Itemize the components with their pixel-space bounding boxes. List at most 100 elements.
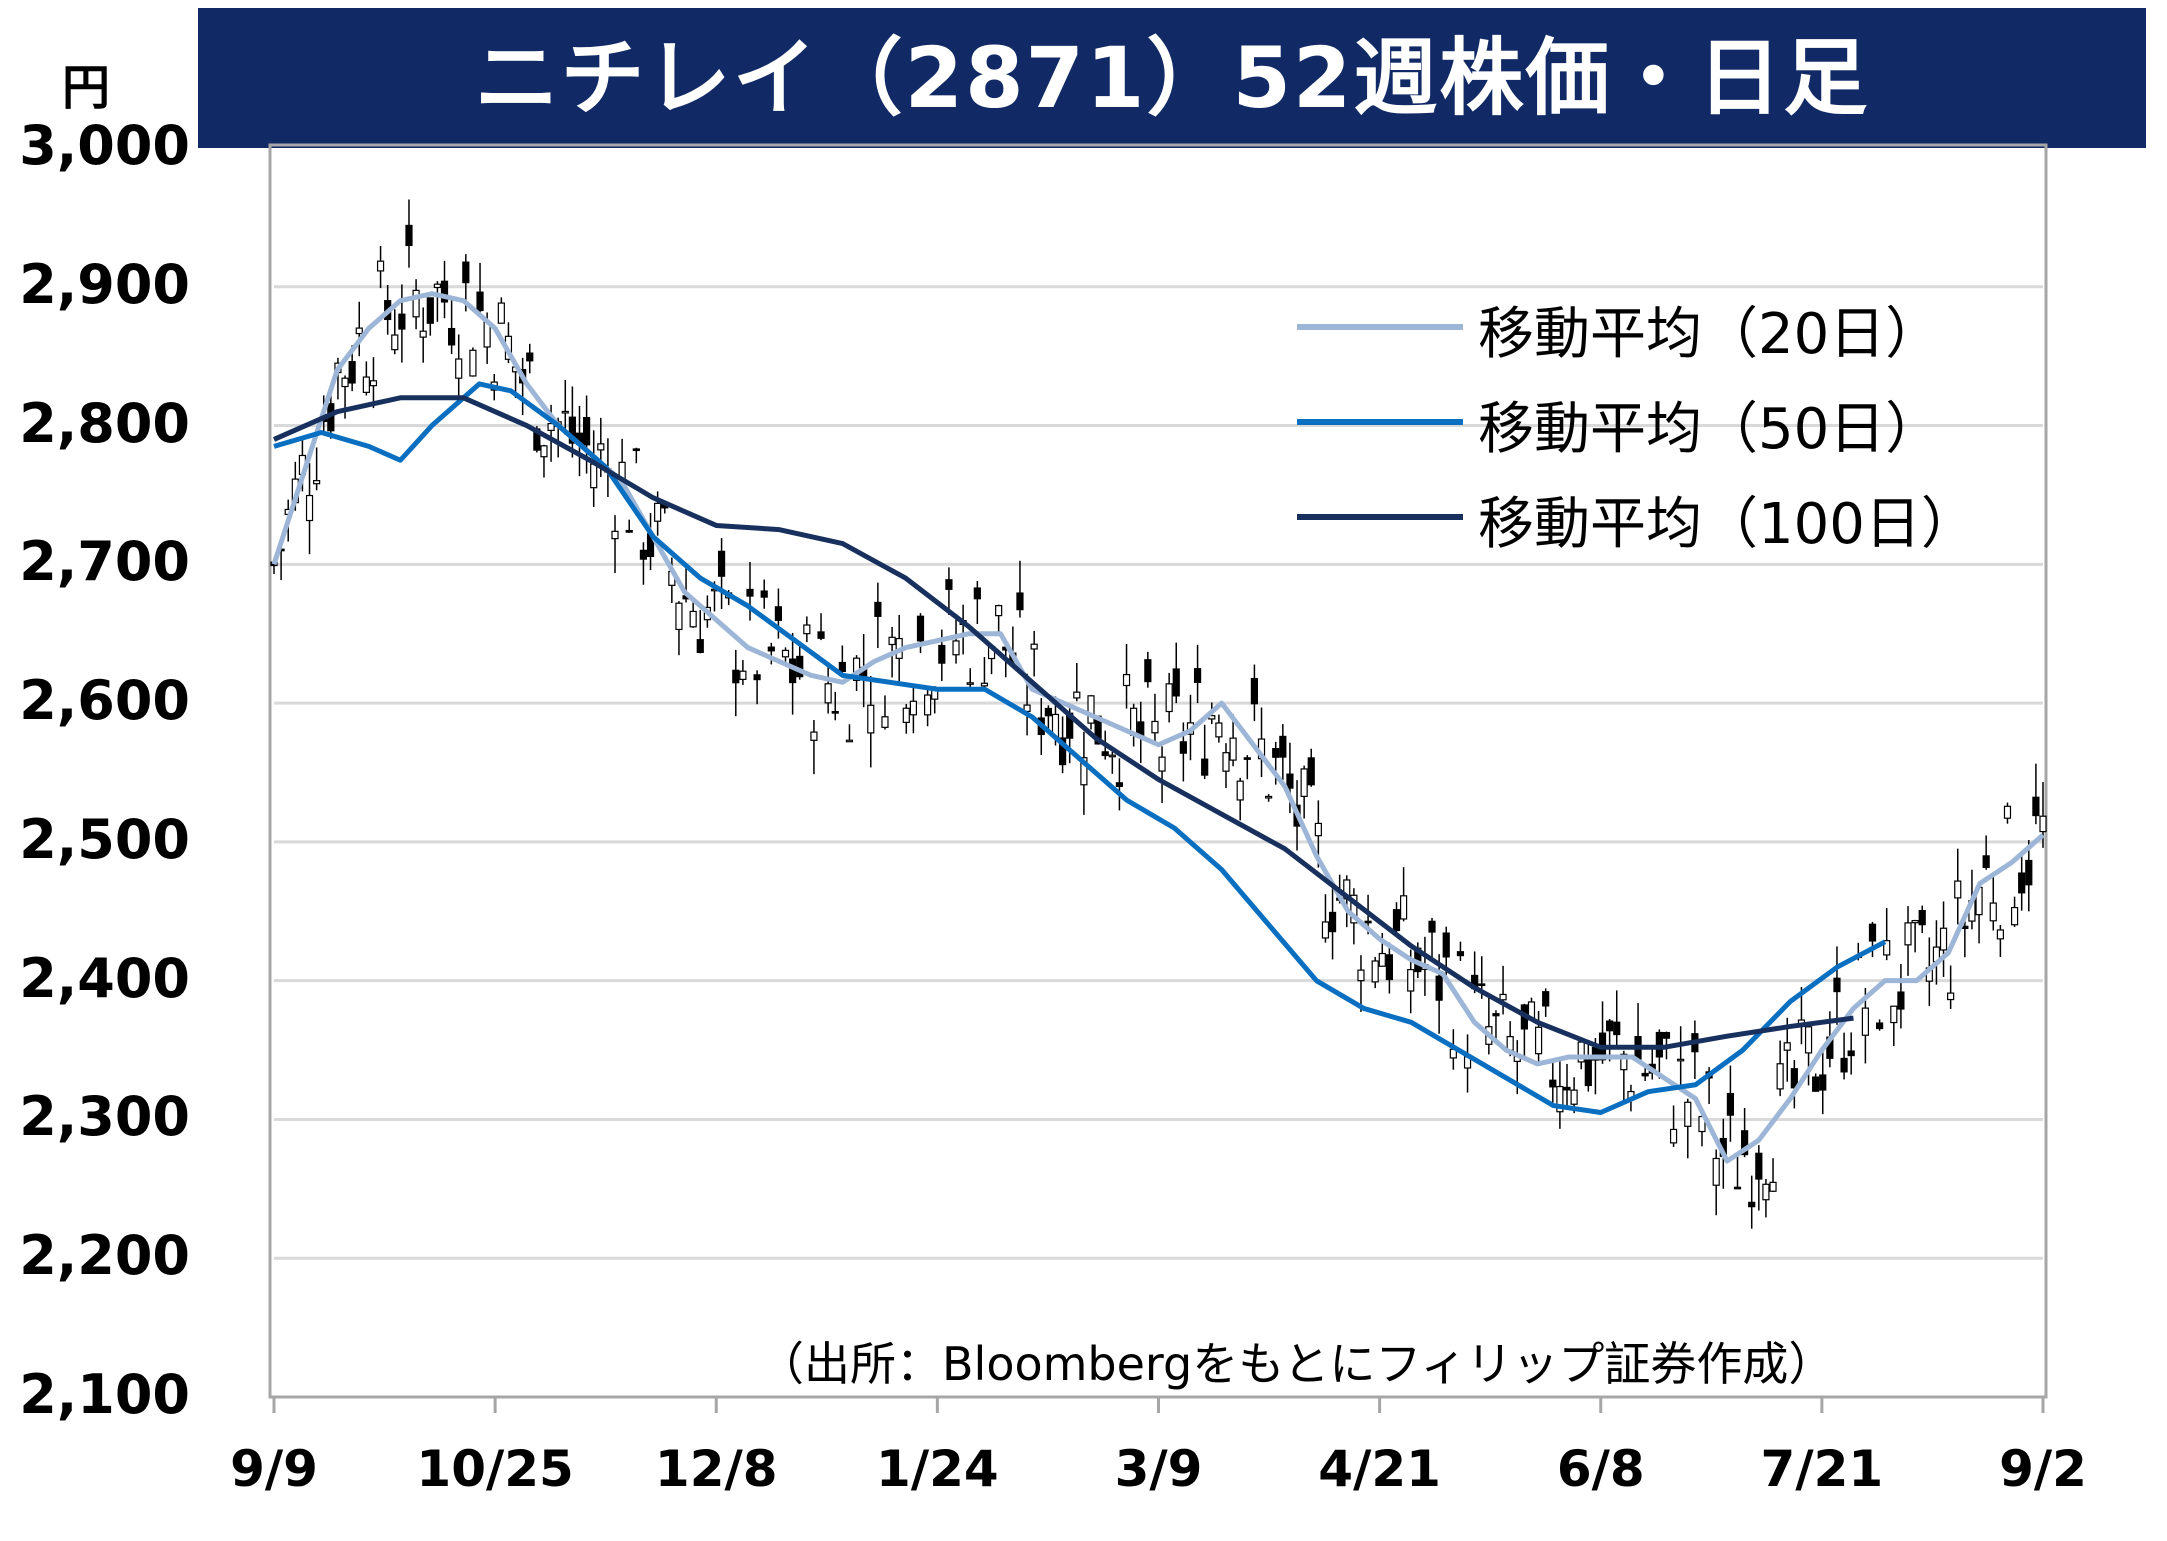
moving-average-lines bbox=[271, 291, 2045, 1164]
y-tick-label: 2,600 bbox=[19, 669, 190, 733]
y-tick-label: 3,000 bbox=[19, 114, 190, 177]
candle-body bbox=[1769, 1181, 1777, 1192]
candle-body bbox=[305, 494, 314, 522]
candle-body bbox=[369, 380, 378, 387]
candle-body bbox=[1819, 1074, 1827, 1091]
candle-body bbox=[1456, 951, 1465, 957]
candle-body bbox=[1222, 752, 1230, 772]
candle-body bbox=[625, 529, 633, 533]
candle-body bbox=[1726, 1092, 1735, 1116]
candle-body bbox=[1847, 1050, 1855, 1057]
candle-body bbox=[739, 670, 747, 680]
candle-body bbox=[1122, 673, 1131, 687]
candle-body bbox=[362, 376, 370, 393]
candle-body bbox=[1563, 1086, 1571, 1091]
y-tick-label: 2,400 bbox=[19, 946, 190, 1010]
candle-body bbox=[1669, 1128, 1678, 1144]
candle-body bbox=[1833, 977, 1841, 993]
candle-body bbox=[1875, 1022, 1884, 1030]
candle-body bbox=[938, 644, 946, 664]
candle-body bbox=[639, 549, 648, 560]
candle-body bbox=[433, 283, 442, 289]
candle-body bbox=[1861, 1007, 1869, 1036]
candle-body bbox=[1989, 902, 1997, 922]
candle-body bbox=[526, 352, 534, 362]
candle-body bbox=[1684, 1101, 1692, 1127]
y-tick-label: 2,800 bbox=[19, 391, 190, 455]
x-tick-label: 9/2 bbox=[1999, 1440, 2087, 1498]
candle-body bbox=[405, 224, 413, 247]
candle-body bbox=[1407, 969, 1415, 992]
candle-body bbox=[888, 636, 896, 646]
candle-body bbox=[582, 416, 591, 446]
y-tick-label: 2,200 bbox=[19, 1224, 190, 1288]
x-tick-label: 12/8 bbox=[654, 1440, 778, 1498]
candle-body bbox=[1812, 1076, 1820, 1092]
candle-body bbox=[717, 550, 726, 577]
candle-body bbox=[1897, 991, 1905, 1010]
legend-swatches bbox=[1297, 324, 1463, 520]
candle-body bbox=[547, 422, 555, 431]
candle-body bbox=[1144, 659, 1152, 683]
candle-body bbox=[455, 358, 463, 379]
title-band bbox=[198, 8, 2146, 148]
candle-body bbox=[561, 410, 569, 414]
candle-body bbox=[497, 302, 505, 324]
candle-body bbox=[1954, 880, 1962, 899]
x-tick-label: 10/25 bbox=[416, 1440, 574, 1498]
candle-body bbox=[476, 291, 484, 312]
candle-body bbox=[1044, 707, 1052, 717]
y-tick-label: 2,100 bbox=[19, 1363, 190, 1426]
candle-body bbox=[1357, 969, 1365, 982]
candle-body bbox=[1549, 1079, 1557, 1088]
candle-body bbox=[945, 579, 953, 590]
candle-body bbox=[1804, 1026, 1813, 1054]
candle-body bbox=[611, 530, 619, 540]
candle-body bbox=[448, 327, 456, 346]
candle-body bbox=[1101, 751, 1109, 757]
candle-body bbox=[824, 683, 832, 704]
candle-body bbox=[867, 704, 875, 734]
candle-body bbox=[341, 377, 349, 388]
candle-body bbox=[1172, 668, 1180, 697]
candle-body bbox=[391, 334, 399, 351]
candle-body bbox=[760, 590, 768, 598]
candle-body bbox=[1620, 1053, 1628, 1071]
candle-body bbox=[1606, 1020, 1614, 1032]
candle-body bbox=[1776, 1063, 1784, 1090]
candle-body bbox=[540, 445, 548, 458]
candle-body bbox=[1080, 757, 1088, 786]
candle-body bbox=[1712, 1157, 1720, 1186]
candle-body bbox=[426, 297, 434, 324]
candle-body bbox=[1392, 909, 1401, 932]
candle-body bbox=[1378, 952, 1386, 967]
candle-body bbox=[568, 416, 576, 444]
candle-body bbox=[696, 639, 704, 653]
candle-body bbox=[1442, 932, 1450, 958]
candle-body bbox=[1755, 1152, 1763, 1180]
candle-body bbox=[753, 674, 761, 681]
candle-body bbox=[1179, 741, 1187, 754]
candle-body bbox=[632, 448, 640, 452]
candle-body bbox=[1428, 920, 1436, 933]
candle-body bbox=[1840, 1057, 1848, 1073]
candle-body bbox=[1478, 983, 1486, 987]
candle-body bbox=[1783, 1042, 1791, 1051]
candle-body bbox=[2010, 906, 2019, 926]
candle-body bbox=[1400, 895, 1408, 920]
candle-body bbox=[1321, 921, 1330, 939]
candle-body bbox=[1762, 1183, 1770, 1201]
candle-body bbox=[398, 313, 406, 330]
chart-title: ニチレイ（2871）52週株価・日足 bbox=[474, 29, 1870, 127]
candle-body bbox=[348, 361, 356, 384]
candle-body bbox=[654, 502, 662, 522]
y-tick-label: 2,700 bbox=[19, 530, 190, 594]
candle-body bbox=[2025, 859, 2033, 886]
candle-body bbox=[1364, 920, 1372, 924]
candle-body bbox=[1279, 735, 1287, 758]
x-tick-label: 4/21 bbox=[1318, 1440, 1441, 1498]
x-tick-label: 7/21 bbox=[1760, 1440, 1884, 1498]
x-tick-label: 6/8 bbox=[1556, 1440, 1645, 1498]
candle-body bbox=[1641, 1072, 1649, 1077]
candle-body bbox=[590, 463, 598, 489]
